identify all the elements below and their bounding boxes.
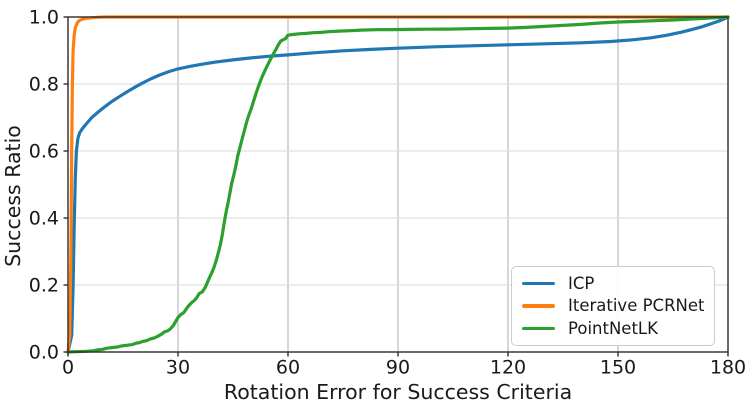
series-line-pointnetlk (66, 15, 730, 354)
legend: ICP Iterative PCRNet PointNetLK (511, 266, 715, 346)
legend-item-pointnetlk: PointNetLK (522, 319, 704, 339)
y-tick-label: 0.0 (29, 342, 59, 364)
legend-label: ICP (568, 273, 595, 293)
legend-label: PointNetLK (568, 318, 658, 338)
x-tick-label: 120 (490, 357, 526, 379)
legend-label: Iterative PCRNet (568, 296, 705, 316)
x-tick-label: 180 (710, 357, 746, 379)
series-line-icp (66, 15, 730, 354)
y-tick-label: 0.2 (29, 275, 59, 297)
legend-item-iterative-pcrnet: Iterative PCRNet (522, 296, 705, 316)
x-tick-label: 150 (600, 357, 636, 379)
x-axis-label: Rotation Error for Success Criteria (223, 380, 573, 404)
y-tick-label: 0.8 (29, 74, 59, 96)
legend-line-swatch-iterative-pcrnet (522, 304, 555, 308)
y-tick-label: 0.6 (29, 141, 59, 163)
x-tick-label: 30 (166, 357, 190, 379)
x-tick-label: 90 (386, 357, 410, 379)
legend-item-icp: ICP (522, 274, 704, 294)
legend-line-swatch-icp (522, 281, 555, 286)
legend-line-swatch-pointnetlk (522, 326, 555, 331)
y-tick-label: 0.4 (29, 208, 59, 230)
x-tick-label: 60 (276, 357, 300, 379)
y-axis-label: Success Ratio (1, 125, 25, 267)
y-tick-label: 1.0 (29, 7, 59, 29)
x-tick-label: 0 (62, 357, 74, 379)
